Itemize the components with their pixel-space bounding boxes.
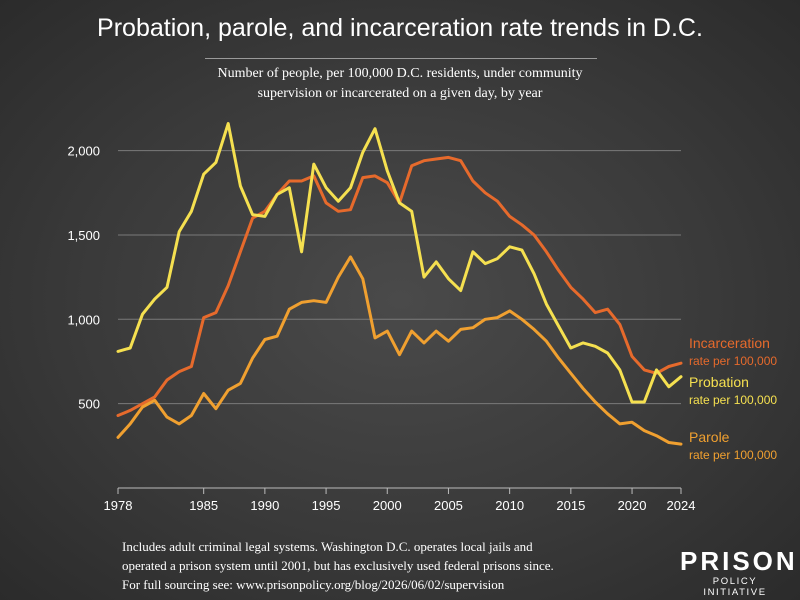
footnote-line-1: Includes adult criminal legal systems. W… — [122, 539, 533, 554]
y-tick-label: 1,000 — [67, 312, 100, 327]
series-line-probation — [116, 122, 683, 404]
series-sublabel-parole: rate per 100,000 — [689, 448, 777, 462]
chart-subtitle: Number of people, per 100,000 D.C. resid… — [150, 64, 650, 104]
series-sublabel-probation: rate per 100,000 — [689, 393, 777, 407]
x-tick-label: 2000 — [373, 498, 402, 513]
x-tick-label: 1985 — [189, 498, 218, 513]
title-divider — [205, 58, 597, 59]
x-tick-label: 2020 — [618, 498, 647, 513]
y-tick-label: 1,500 — [67, 228, 100, 243]
x-tick-label: 2005 — [434, 498, 463, 513]
series-label-parole: Parole — [689, 429, 730, 445]
series-line-parole — [116, 255, 683, 446]
y-tick-label: 2,000 — [67, 144, 100, 159]
series-line-incarceration — [116, 155, 683, 417]
footnote: Includes adult criminal legal systems. W… — [122, 537, 642, 594]
x-tick-label: 1990 — [250, 498, 279, 513]
x-tick-label: 2010 — [495, 498, 524, 513]
series-label-probation: Probation — [689, 374, 749, 390]
chart-title: Probation, parole, and incarceration rat… — [97, 14, 703, 42]
x-tick-label: 1978 — [104, 498, 133, 513]
series-sublabel-incarceration: rate per 100,000 — [689, 354, 777, 368]
x-tick-label: 2024 — [667, 498, 696, 513]
series-label-incarceration: Incarceration — [689, 335, 770, 351]
footnote-line-2: operated a prison system until 2001, but… — [122, 558, 554, 573]
prison-policy-initiative-logo: PRISON POLICY INITIATIVE — [680, 546, 798, 598]
x-tick-label: 1995 — [312, 498, 341, 513]
y-tick-label: 500 — [78, 397, 100, 412]
subtitle-line-1: Number of people, per 100,000 D.C. resid… — [217, 66, 583, 81]
x-tick-label: 2015 — [556, 498, 585, 513]
logo-line-1: PRISON — [680, 546, 798, 576]
logo-line-2: POLICY INITIATIVE — [703, 576, 767, 598]
footnote-line-3: For full sourcing see: www.prisonpolicy.… — [122, 577, 505, 592]
subtitle-line-2: supervision or incarcerated on a given d… — [257, 86, 543, 101]
